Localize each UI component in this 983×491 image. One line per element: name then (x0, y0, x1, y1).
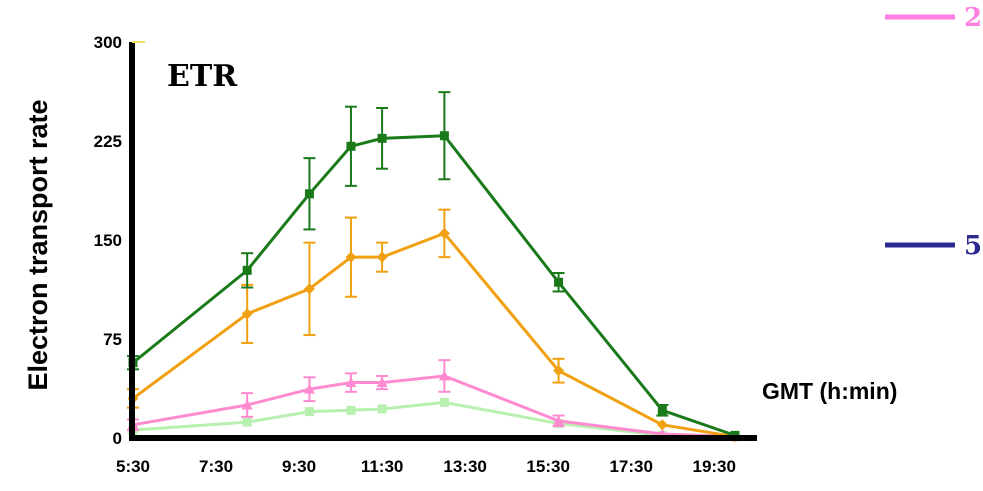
x-tick-label: 19:30 (692, 457, 735, 476)
data-point (656, 419, 668, 431)
data-point (439, 397, 449, 407)
y-tick-label: 75 (103, 330, 122, 349)
data-point (345, 251, 357, 263)
y-tick-label: 150 (94, 231, 122, 250)
tick-labels: 0 75 150 225 300 5:30 7:30 9:30 11:30 13:30 15:30 1… (94, 33, 736, 476)
data-point (242, 417, 252, 427)
data-point (304, 189, 314, 199)
legend-entry-5: 5 (885, 231, 982, 261)
data-point (377, 133, 387, 143)
chart-title: ETR (167, 59, 238, 94)
data-point (304, 407, 314, 417)
series-line (132, 231, 736, 439)
y-axis-label: Electron transport rate (23, 99, 53, 390)
data-point (553, 415, 565, 426)
data-point (376, 377, 388, 388)
data-point (554, 277, 564, 287)
series-4 (128, 397, 740, 442)
x-tick-label: 13:30 (443, 457, 486, 476)
series-3 (127, 359, 741, 442)
x-tick-label: 17:30 (609, 457, 652, 476)
legend-entry-2: 2 (885, 3, 982, 33)
data-point (438, 370, 450, 381)
x-tick-label: 9:30 (282, 457, 316, 476)
data-point (657, 405, 667, 415)
y-tick-label: 0 (113, 429, 122, 448)
series-line (132, 134, 736, 437)
legend-label-2: 2 (964, 3, 982, 33)
legend-label-5: 5 (964, 231, 982, 261)
data-point (439, 131, 449, 141)
y-tick-label: 225 (94, 132, 122, 151)
legend: 2 5 (885, 3, 982, 261)
data-point (553, 365, 565, 377)
y-tick-label: 300 (94, 33, 122, 52)
data-point (241, 308, 253, 320)
data-point (345, 377, 357, 388)
series-2 (127, 208, 741, 443)
x-tick-label: 15:30 (526, 457, 569, 476)
data-point (377, 404, 387, 414)
series-1 (127, 91, 740, 440)
data-point (303, 383, 315, 394)
series-line (132, 374, 736, 439)
plot-area (127, 91, 741, 443)
data-point (376, 251, 388, 263)
data-point (346, 141, 356, 151)
x-tick-label: 5:30 (116, 457, 150, 476)
x-axis-label: GMT (h:min) (762, 378, 897, 404)
x-tick-label: 7:30 (199, 457, 233, 476)
data-point (241, 399, 253, 410)
data-point (438, 227, 450, 239)
data-point (346, 405, 356, 415)
data-point (242, 265, 252, 275)
data-point (303, 283, 315, 295)
axes (129, 41, 757, 441)
x-tick-label: 11:30 (361, 457, 404, 476)
